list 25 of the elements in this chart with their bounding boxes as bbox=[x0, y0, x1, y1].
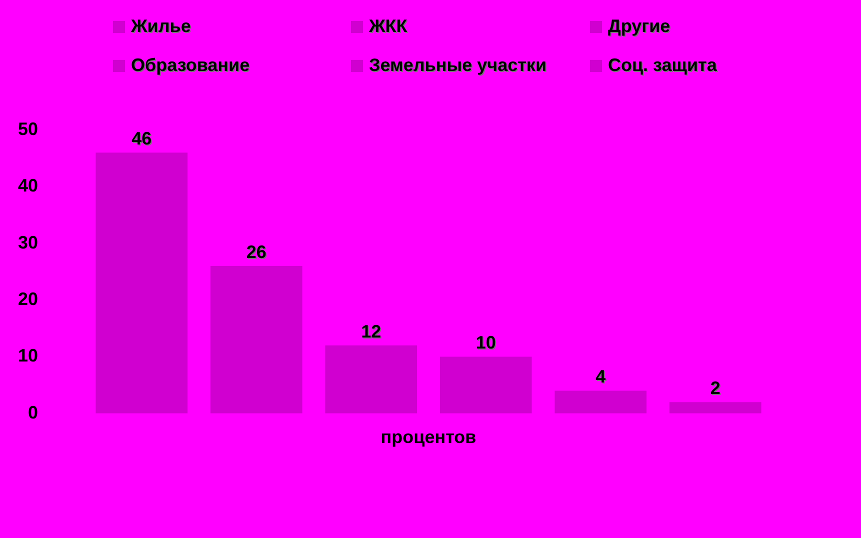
legend-label: Соц. защита bbox=[608, 55, 717, 76]
bar bbox=[554, 390, 647, 414]
data-label: 4 bbox=[596, 368, 607, 388]
bar bbox=[96, 152, 188, 414]
data-label: 2 bbox=[711, 379, 722, 400]
legend-label: Жилье bbox=[131, 16, 191, 37]
data-label: 12 bbox=[362, 322, 382, 342]
bar bbox=[440, 356, 532, 414]
x-axis-title: процентов bbox=[380, 427, 476, 448]
y-tick-label: 50 bbox=[18, 118, 38, 139]
y-tick-label: 40 bbox=[18, 176, 38, 196]
y-tick-label: 10 bbox=[18, 346, 38, 366]
legend-label: Земельные участки bbox=[369, 55, 547, 76]
bar bbox=[669, 402, 762, 414]
legend-label: ЖКК bbox=[369, 16, 408, 37]
legend-label: Другие bbox=[608, 16, 670, 37]
bar bbox=[210, 266, 302, 414]
data-label: 46 bbox=[132, 128, 152, 149]
legend-label: Образование bbox=[131, 55, 250, 76]
bar bbox=[325, 345, 418, 414]
data-label: 10 bbox=[476, 334, 497, 354]
data-label: 26 bbox=[247, 243, 268, 263]
y-tick-label: 20 bbox=[18, 289, 38, 310]
y-tick-label: 0 bbox=[28, 402, 38, 422]
y-tick-label: 30 bbox=[18, 232, 38, 252]
